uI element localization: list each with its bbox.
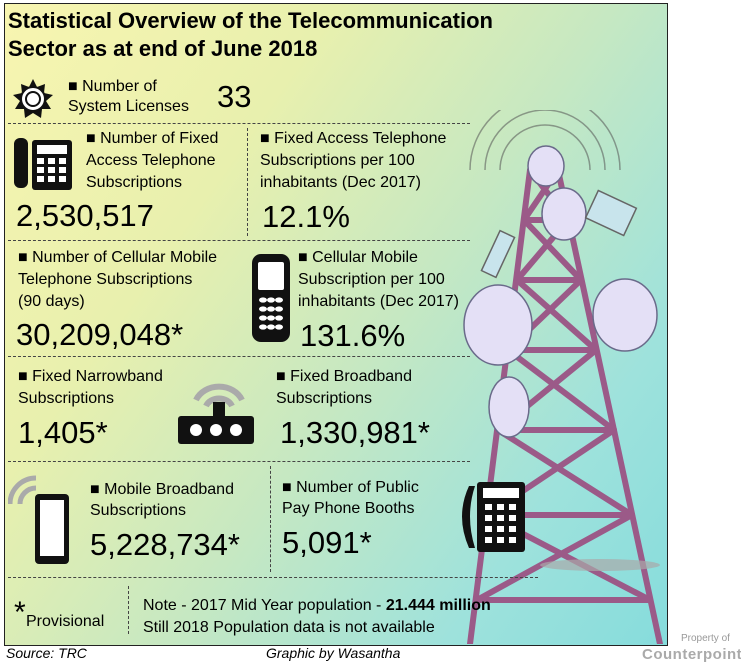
fixed-broadband-value: 1,330,981*: [280, 415, 430, 450]
divider: [247, 128, 248, 236]
note-line-1: Note - 2017 Mid Year population - 21.444…: [143, 597, 491, 615]
payphones-label-1: ■ Number of Public: [282, 479, 419, 496]
fixed-broadband-label-1: ■ Fixed Broadband: [276, 368, 412, 385]
note-line-2: Still 2018 Population data is not availa…: [143, 619, 435, 636]
mobile-broadband-label-1: ■ Mobile Broadband: [90, 481, 234, 498]
sun-icon: [13, 79, 53, 118]
cellular-subs-label-2: Telephone Subscriptions: [18, 271, 193, 288]
watermark-line-1: Property of: [681, 633, 730, 644]
router-icon: [178, 383, 254, 444]
cellular-subs-label-3: (90 days): [18, 293, 85, 310]
cellular-subs-label-1: ■ Number of Cellular Mobile: [18, 249, 218, 266]
fixed-subs-label-3: Subscriptions: [86, 174, 183, 191]
cellular-per100-label-3: inhabitants (Dec 2017): [298, 293, 459, 310]
cellular-per100-value: 131.6%: [300, 318, 406, 353]
mobile-broadband-label-2: Subscriptions: [90, 502, 187, 519]
divider: [8, 577, 538, 578]
divider: [8, 240, 470, 241]
licenses-value: 33: [217, 79, 252, 114]
fixed-subs-value: 2,530,517: [16, 198, 154, 233]
desk-phone-icon: [14, 138, 72, 190]
mobile-broadband-value: 5,228,734*: [90, 527, 240, 562]
narrowband-label-1: ■ Fixed Narrowband: [18, 368, 163, 385]
licenses-label-2: System Licenses: [68, 98, 189, 115]
payphone-icon: [462, 482, 525, 552]
population-value: 21.444 million: [385, 597, 491, 614]
payphones-value: 5,091*: [282, 525, 372, 560]
provisional-label: Provisional: [26, 613, 105, 630]
telecom-tower-illustration: [463, 110, 663, 644]
fixed-per100-label-1: ■ Fixed Access Telephone: [260, 130, 447, 147]
narrowband-value: 1,405*: [18, 415, 108, 450]
cellular-subs-value: 30,209,048*: [16, 317, 184, 352]
watermark-logo: Counterpoint: [642, 646, 741, 663]
divider: [8, 461, 470, 462]
credit-text: Graphic by Wasantha: [266, 645, 401, 661]
licenses-label-1: ■ Number of: [68, 78, 157, 95]
infographic-panel: [4, 3, 668, 646]
payphones-label-2: Pay Phone Booths: [282, 500, 415, 517]
narrowband-label-2: Subscriptions: [18, 390, 115, 407]
fixed-per100-label-2: Subscriptions per 100: [260, 152, 415, 169]
fixed-broadband-label-2: Subscriptions: [276, 390, 373, 407]
cellular-per100-label-2: Subscription per 100: [298, 271, 445, 288]
cellular-per100-label-1: ■ Cellular Mobile: [298, 249, 418, 266]
source-text: Source: TRC: [6, 645, 87, 661]
provisional-star: *: [14, 596, 26, 629]
note-line-1-text: Note - 2017 Mid Year population -: [143, 597, 386, 614]
divider: [270, 466, 271, 572]
title-line-1: Statistical Overview of the Telecommunic…: [8, 8, 493, 33]
title-line-2: Sector as at end of June 2018: [8, 36, 318, 61]
mobile-phone-icon: [252, 254, 290, 342]
divider: [8, 123, 470, 124]
fixed-subs-label-2: Access Telephone: [86, 152, 216, 169]
fixed-per100-value: 12.1%: [262, 199, 350, 234]
fixed-subs-label-1: ■ Number of Fixed: [86, 130, 219, 147]
divider: [8, 356, 470, 357]
divider: [128, 586, 129, 634]
mobile-signal-icon: [8, 475, 69, 564]
fixed-per100-label-3: inhabitants (Dec 2017): [260, 174, 421, 191]
